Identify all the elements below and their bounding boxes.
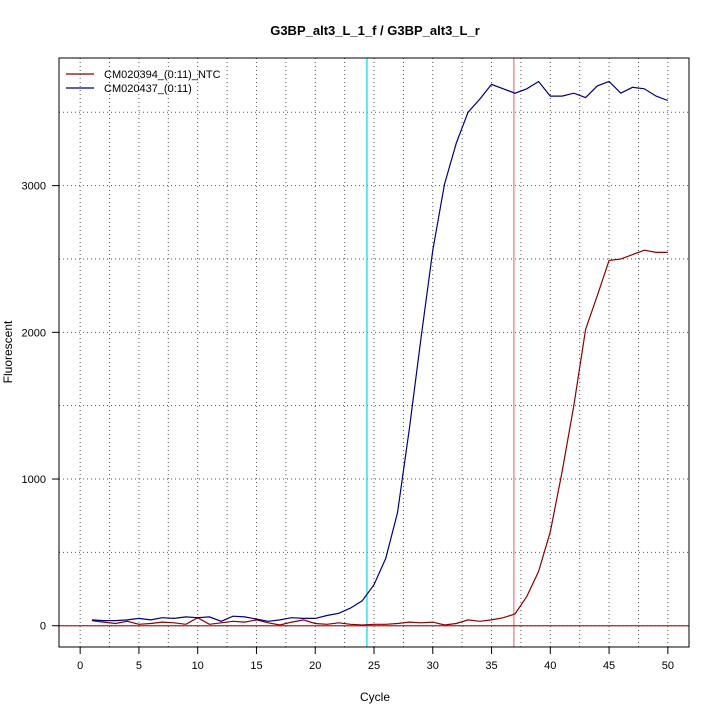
y-tick-label: 1000 [22,474,46,486]
legend: CM020394_(0:11)_NTC CM020437_(0:11) [66,69,221,95]
x-tick-label: 30 [427,660,439,672]
y-tick-label: 2000 [22,327,46,339]
chart-title: G3BP_alt3_L_1_f / G3BP_alt3_L_r [270,23,480,38]
legend-label: CM020437_(0:11) [104,83,192,95]
series-line [91,80,669,622]
x-tick-label: 5 [136,660,142,672]
series-line [91,249,668,626]
grid-lines [59,58,689,647]
x-tick-label: 15 [250,660,262,672]
x-tick-label: 20 [309,660,321,672]
y-tick-label: 3000 [22,181,46,193]
vertical-markers [366,58,515,647]
x-tick-label: 35 [485,660,497,672]
y-axis: 0 1000 2000 3000 [22,181,59,633]
x-tick-label: 40 [544,660,556,672]
y-tick-label: 0 [40,621,46,633]
x-axis: 0 5 10 15 20 25 30 35 40 45 50 [77,647,674,672]
y-axis-label: Fluorescent [1,320,15,383]
series-group [91,80,669,626]
x-tick-label: 0 [77,660,83,672]
x-tick-label: 45 [603,660,615,672]
x-tick-label: 10 [192,660,204,672]
x-axis-label: Cycle [360,690,390,704]
legend-label: CM020394_(0:11)_NTC [104,69,221,81]
x-tick-label: 25 [368,660,380,672]
x-tick-label: 50 [662,660,674,672]
